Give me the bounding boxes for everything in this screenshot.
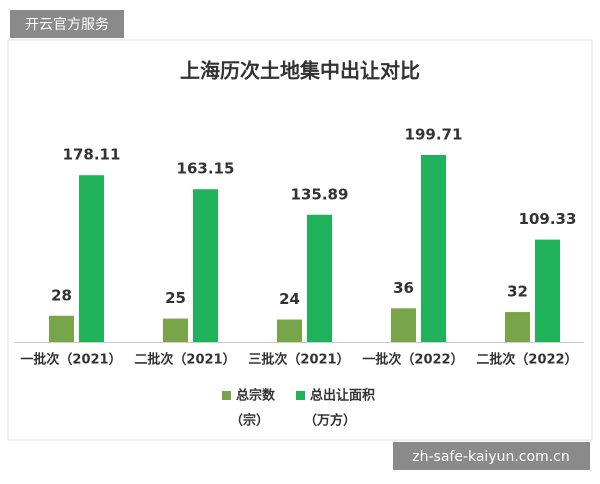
bar	[193, 189, 218, 342]
legend-label: 总宗数	[236, 388, 276, 404]
chart-title: 上海历次土地集中出让对比	[180, 59, 420, 83]
bar	[163, 318, 188, 342]
bar	[277, 319, 302, 342]
value-label: 28	[51, 286, 72, 304]
x-tick-label: 三批次（2021）	[248, 352, 349, 368]
bar	[79, 175, 104, 342]
watermark-box	[393, 442, 590, 470]
value-label: 135.89	[291, 185, 349, 203]
legend-swatch	[222, 391, 231, 400]
value-label: 109.33	[519, 210, 577, 228]
x-tick-label: 二批次（2021）	[134, 352, 235, 368]
value-label: 32	[507, 283, 528, 301]
bar	[391, 308, 416, 342]
legend-unit: （万方）	[304, 413, 356, 429]
watermark: 开云官方服务	[25, 17, 109, 33]
watermark: zh-safe-kaiyun.com.cn	[412, 449, 569, 465]
watermark-box	[10, 10, 124, 38]
bar	[49, 315, 74, 342]
x-tick-label: 二批次（2022）	[476, 352, 577, 368]
legend-swatch	[296, 391, 305, 400]
x-tick-label: 一批次（2022）	[362, 352, 463, 368]
bar	[505, 312, 530, 342]
bar	[535, 239, 560, 342]
value-label: 36	[393, 279, 414, 297]
bar	[307, 214, 332, 342]
value-label: 25	[165, 289, 186, 307]
legend-unit: （宗）	[230, 413, 269, 429]
x-tick-label: 一批次（2021）	[20, 352, 121, 368]
legend-label: 总出让面积	[310, 388, 375, 404]
value-label: 24	[279, 290, 300, 308]
chart-frame	[7, 39, 593, 441]
value-label: 199.71	[405, 126, 463, 144]
value-label: 163.15	[177, 160, 235, 178]
value-label: 178.11	[63, 146, 121, 164]
bar	[421, 155, 446, 342]
